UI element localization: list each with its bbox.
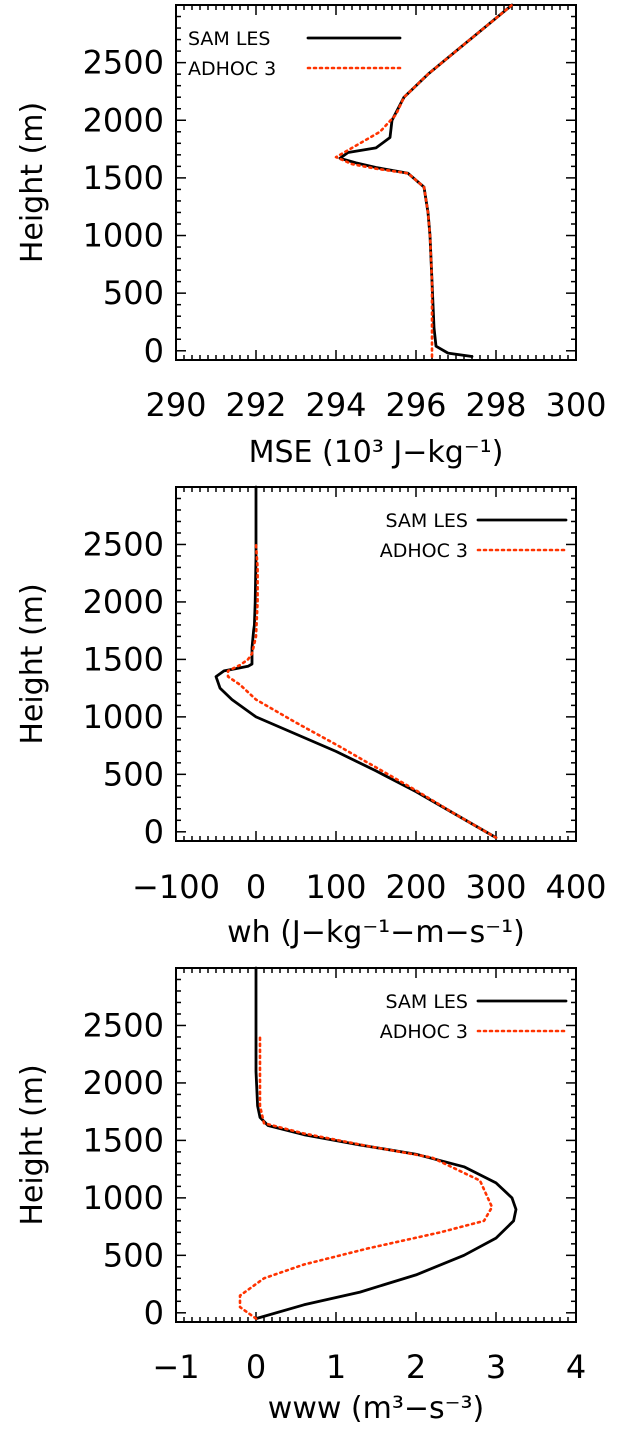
panel-1-x-tick-label: 294 — [305, 386, 366, 424]
panel-2-y-tick-label: 2000 — [83, 583, 164, 621]
panel-2-legend-label: ADHOC 3 — [380, 540, 468, 562]
panel-2-y-tick-label: 0 — [144, 813, 164, 851]
panel-3-y-axis-label: Height (m) — [15, 1064, 50, 1225]
panel-1-y-tick-label: 2000 — [83, 101, 164, 139]
panel-3-series-adhoc-3-line — [238, 1035, 494, 1320]
panel-1-x-tick-label: 292 — [225, 386, 286, 424]
panel-2-y-axis-label: Height (m) — [15, 583, 50, 744]
panel-1-x-axis-label: MSE (10³ J−kg⁻¹) — [249, 435, 504, 470]
panel-3-x-tick-label: 3 — [486, 1348, 506, 1386]
panel-2-series-adhoc-3-line — [226, 543, 498, 839]
panel-1-series-sam-les-line — [338, 3, 514, 358]
panel-1-y-tick-label: 2500 — [83, 44, 164, 82]
panel-3-y-tick-label: 2000 — [83, 1064, 164, 1102]
panel-2-x-tick-label: 400 — [545, 868, 606, 906]
panel-1-y-axis-label: Height (m) — [15, 102, 50, 263]
panel-2-plot-frame — [175, 486, 577, 842]
panel-2-x-tick-label: 300 — [465, 868, 526, 906]
panel-1-x-tick-label: 300 — [545, 386, 606, 424]
panel-1-x-tick-label: 290 — [145, 386, 206, 424]
panel-3-x-tick-label: 4 — [566, 1348, 586, 1386]
panel-2-x-tick-label: 200 — [385, 868, 446, 906]
panel-2-x-axis-label: wh (J−kg⁻¹−m−s⁻¹) — [227, 915, 525, 950]
panel-1-series-adhoc-3-line — [334, 3, 514, 358]
panel-2-x-tick-label: −100 — [132, 868, 220, 906]
panel-3-legend-label: SAM LES — [386, 991, 469, 1013]
panel-2-y-tick-label: 1000 — [83, 698, 164, 736]
panel-3-y-tick-label: 2500 — [83, 1006, 164, 1044]
panel-3-plot-frame — [175, 967, 577, 1323]
panel-1-y-tick-label: 0 — [144, 332, 164, 370]
panel-2-y-tick-label: 2500 — [83, 525, 164, 563]
panel-2-legend-label: SAM LES — [386, 510, 469, 532]
panel-3-series-sam-les-line — [254, 966, 518, 1320]
panel-1-x-tick-label: 298 — [465, 386, 526, 424]
panel-1-x-tick-label: 296 — [385, 386, 446, 424]
panel-2-y-tick-label: 500 — [103, 755, 164, 793]
panel-3-x-tick-label: 2 — [406, 1348, 426, 1386]
panel-3-x-axis-label: www (m³−s⁻³) — [268, 1391, 484, 1426]
panel-3-legend-label: ADHOC 3 — [380, 1021, 468, 1043]
panel-3-x-tick-label: 0 — [246, 1348, 266, 1386]
panel-1-y-tick-label: 1000 — [83, 217, 164, 255]
panel-2-x-tick-label: 0 — [246, 868, 266, 906]
panel-3-x-tick-label: 1 — [326, 1348, 346, 1386]
panel-1-legend-label: SAM LES — [188, 28, 271, 50]
panel-3-y-tick-label: 500 — [103, 1236, 164, 1274]
panel-1-y-tick-label: 1500 — [83, 159, 164, 197]
panel-2-x-tick-label: 100 — [305, 868, 366, 906]
panel-3-y-tick-label: 1000 — [83, 1179, 164, 1217]
panel-3-x-tick-label: −1 — [152, 1348, 199, 1386]
panel-1-legend-label: ADHOC 3 — [188, 58, 276, 80]
panel-1-y-tick-label: 500 — [103, 274, 164, 312]
panel-2-series-sam-les-line — [214, 485, 498, 839]
panel-2-y-tick-label: 1500 — [83, 640, 164, 678]
panel-3-y-tick-label: 0 — [144, 1294, 164, 1332]
panel-3-y-tick-label: 1500 — [83, 1121, 164, 1159]
